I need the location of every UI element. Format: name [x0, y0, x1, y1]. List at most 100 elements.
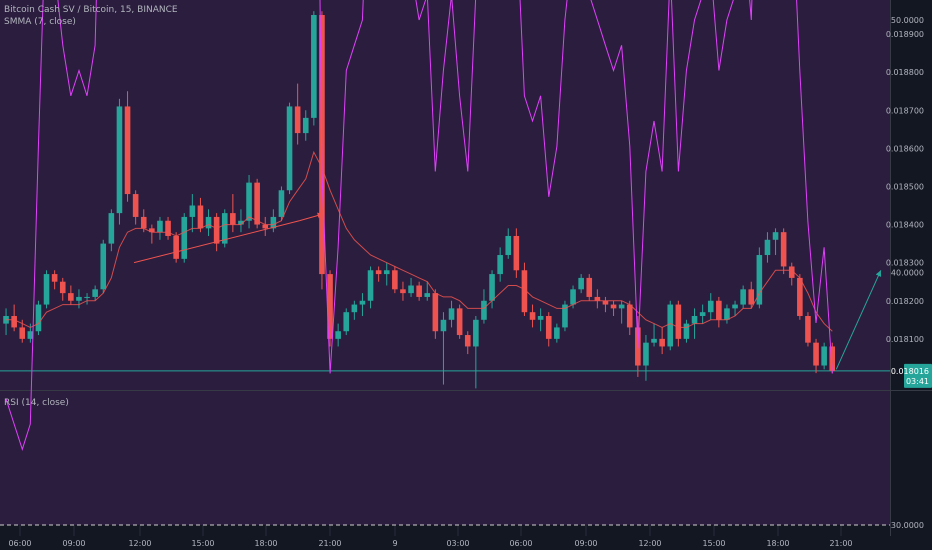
candle-up[interactable]: [408, 285, 414, 294]
candle-down[interactable]: [416, 285, 422, 297]
drawings-layer[interactable]: [133, 212, 882, 370]
candle-up[interactable]: [383, 270, 390, 275]
rsi-axis[interactable]: 80.000070.000060.000050.000040.000030.00…: [891, 0, 924, 530]
trend-line[interactable]: [299, 212, 324, 222]
candle-down[interactable]: [805, 315, 811, 343]
candle-up[interactable]: [205, 216, 212, 229]
candle-down[interactable]: [675, 304, 682, 339]
price-axis[interactable]: 0.019000 0.018900 0.018800 0.018700 0.018600…: [886, 0, 924, 344]
candle-up[interactable]: [740, 289, 746, 305]
candle-up[interactable]: [189, 205, 196, 217]
candle-up[interactable]: [367, 270, 374, 301]
candle-up[interactable]: [562, 304, 568, 328]
candle-down[interactable]: [813, 342, 819, 366]
candle-down[interactable]: [213, 216, 220, 244]
candle-up[interactable]: [473, 319, 479, 347]
candle-up[interactable]: [651, 338, 657, 343]
candle-up[interactable]: [756, 255, 763, 305]
candle-down[interactable]: [140, 216, 147, 229]
candle-down[interactable]: [780, 232, 787, 267]
candle-up[interactable]: [238, 220, 244, 225]
candle-down[interactable]: [254, 182, 260, 225]
candle-down[interactable]: [230, 213, 236, 225]
candle-down[interactable]: [132, 194, 139, 217]
candle-down[interactable]: [51, 274, 58, 282]
rsi-legend[interactable]: RSI (14, close): [4, 398, 69, 408]
candle-up[interactable]: [246, 182, 252, 221]
candle-down[interactable]: [610, 304, 617, 309]
candle-down[interactable]: [149, 228, 155, 233]
candle-up[interactable]: [691, 315, 698, 324]
candle-up[interactable]: [286, 106, 293, 191]
candle-down[interactable]: [659, 338, 665, 347]
candle-up[interactable]: [100, 243, 107, 290]
candle-down[interactable]: [797, 277, 803, 316]
candle-down[interactable]: [173, 235, 179, 259]
candle-up[interactable]: [481, 300, 487, 320]
candle-down[interactable]: [432, 293, 439, 332]
candle-up[interactable]: [667, 304, 674, 347]
candle-down[interactable]: [327, 274, 333, 339]
candle-up[interactable]: [699, 312, 706, 316]
candle-down[interactable]: [165, 220, 171, 236]
candle-up[interactable]: [707, 300, 714, 313]
candle-up[interactable]: [497, 255, 503, 275]
candle-up[interactable]: [92, 289, 98, 297]
candle-down[interactable]: [545, 315, 552, 339]
candle-up[interactable]: [351, 304, 358, 313]
candle-up[interactable]: [43, 274, 50, 305]
candle-up[interactable]: [440, 319, 447, 332]
candle-up[interactable]: [724, 308, 730, 320]
candle-up[interactable]: [505, 235, 512, 256]
candle-up[interactable]: [578, 277, 584, 290]
candle-up[interactable]: [359, 300, 366, 305]
candle-up[interactable]: [537, 315, 544, 320]
candle-up[interactable]: [343, 312, 350, 332]
candle-up[interactable]: [683, 323, 690, 339]
candle-up[interactable]: [84, 296, 90, 298]
candle-down[interactable]: [464, 335, 471, 347]
candle-up[interactable]: [643, 342, 649, 366]
candlestick-series[interactable]: [3, 11, 836, 389]
candle-up[interactable]: [270, 216, 277, 229]
candle-down[interactable]: [392, 270, 398, 290]
candle-down[interactable]: [594, 296, 601, 301]
candle-up[interactable]: [302, 117, 309, 134]
candle-up[interactable]: [311, 15, 317, 118]
candle-down[interactable]: [788, 266, 795, 278]
candle-up[interactable]: [618, 304, 625, 309]
candle-down[interactable]: [456, 308, 463, 336]
candle-down[interactable]: [262, 224, 269, 229]
candle-up[interactable]: [732, 304, 738, 309]
candle-up[interactable]: [554, 327, 560, 339]
candle-up[interactable]: [821, 346, 827, 366]
time-axis[interactable]: 06:00 09:00 12:00 15:00 18:00 21:00 9 03:00 06:0…: [8, 539, 852, 548]
candle-down[interactable]: [294, 106, 301, 134]
candle-down[interactable]: [375, 270, 382, 275]
candle-up[interactable]: [772, 232, 779, 240]
candle-up[interactable]: [181, 216, 188, 259]
candle-down[interactable]: [529, 312, 536, 320]
candle-down[interactable]: [602, 300, 609, 305]
candle-up[interactable]: [27, 331, 34, 339]
candle-up[interactable]: [448, 308, 455, 320]
candle-up[interactable]: [35, 304, 42, 332]
candle-down[interactable]: [626, 304, 633, 328]
candle-up[interactable]: [424, 293, 431, 297]
candle-down[interactable]: [11, 315, 17, 328]
candle-up[interactable]: [335, 331, 341, 339]
candle-down[interactable]: [68, 293, 74, 301]
candle-down[interactable]: [197, 205, 204, 229]
candle-up[interactable]: [278, 190, 285, 217]
candle-up[interactable]: [108, 213, 115, 244]
candle-down[interactable]: [59, 281, 66, 294]
candle-down[interactable]: [19, 327, 26, 339]
candle-up[interactable]: [116, 106, 123, 214]
candle-down[interactable]: [748, 289, 755, 305]
candle-up[interactable]: [764, 239, 771, 256]
candle-down[interactable]: [400, 289, 406, 294]
projection-arrow[interactable]: [835, 270, 882, 370]
candle-up[interactable]: [489, 274, 495, 301]
candle-down[interactable]: [716, 300, 722, 320]
